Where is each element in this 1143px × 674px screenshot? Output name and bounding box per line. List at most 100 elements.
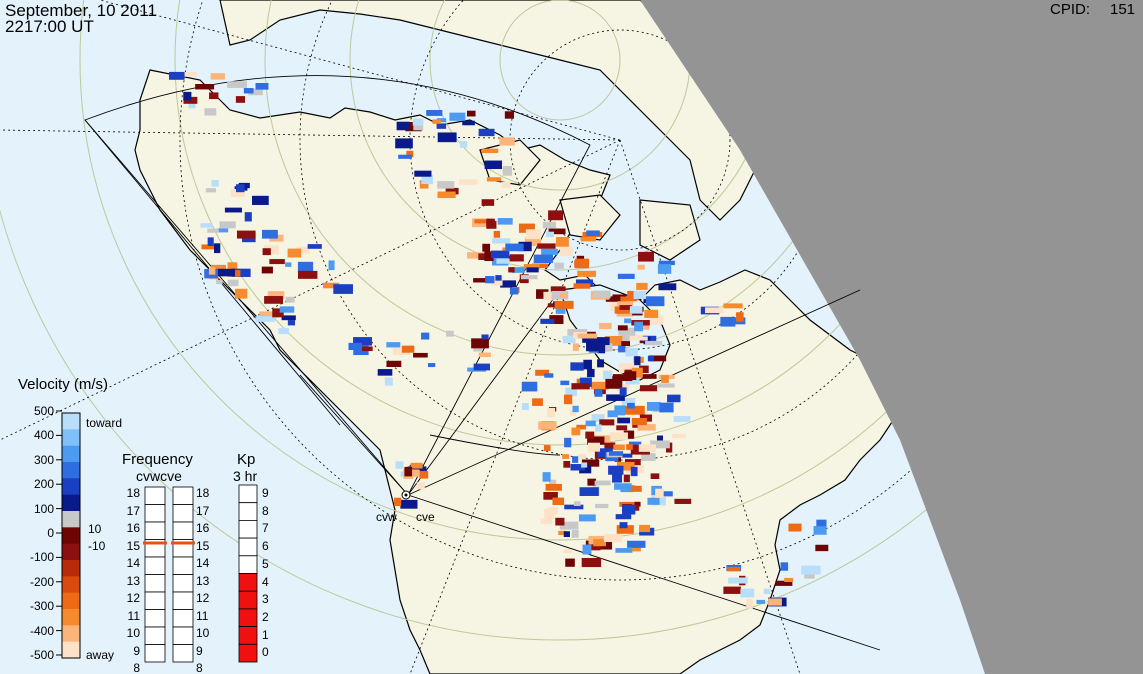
echo-cell — [235, 96, 246, 103]
echo-cell — [581, 459, 600, 467]
echo-cell — [572, 343, 579, 351]
echo-cell — [436, 118, 447, 123]
echo-cell — [705, 307, 724, 314]
echo-cell — [481, 199, 495, 206]
velocity-swatch — [62, 527, 80, 545]
land-masses — [134, 0, 901, 674]
echo-cell — [603, 370, 613, 380]
echo-cell — [272, 308, 284, 318]
velocity-tick: 0 — [47, 526, 54, 540]
echo-cell — [459, 179, 478, 185]
frequency-box — [144, 574, 166, 593]
echo-cell — [497, 218, 513, 225]
velocity-tick: -300 — [29, 599, 54, 614]
echo-cell — [473, 347, 483, 352]
time-label: 2217:00 UT — [5, 17, 94, 36]
echo-cell — [655, 488, 664, 498]
echo-cell — [638, 444, 656, 452]
echo-cell — [728, 577, 748, 584]
echo-cell — [509, 287, 519, 295]
frequency-tick-right: 10 — [196, 626, 210, 640]
echo-cell — [219, 221, 236, 229]
echo-cell — [563, 394, 573, 405]
echo-cell — [508, 267, 515, 273]
frequency-box — [172, 556, 194, 575]
echo-cell — [627, 540, 646, 548]
echo-cell — [633, 290, 647, 299]
echo-cell — [657, 383, 675, 388]
frequency-tick-right: 15 — [196, 538, 210, 553]
echo-cell — [227, 81, 247, 88]
echo-cell — [255, 82, 269, 90]
echo-cell — [493, 230, 501, 238]
echo-cell — [629, 306, 643, 314]
island-2 — [559, 194, 621, 241]
echo-cell — [768, 598, 782, 606]
echo-cell — [484, 251, 494, 262]
echo-cell — [590, 544, 601, 551]
echo-cell — [392, 347, 411, 356]
echo-cell — [780, 562, 789, 571]
echo-cell — [604, 335, 623, 346]
echo-cell — [656, 435, 663, 441]
echo-cell — [353, 345, 369, 356]
echo-cell — [554, 300, 574, 309]
echo-cell — [658, 491, 673, 497]
echo-cell — [518, 241, 532, 252]
echo-cell — [436, 123, 447, 129]
kp-boxes — [238, 484, 258, 663]
echo-cell — [614, 483, 632, 490]
echo-cell — [629, 336, 648, 341]
echo-cell — [210, 73, 225, 80]
echo-cell — [395, 461, 404, 469]
echo-cell — [650, 473, 660, 479]
echo-cell — [362, 346, 373, 352]
echo-cell — [532, 398, 543, 406]
echo-cell — [216, 279, 223, 285]
velocity-swatch — [62, 592, 80, 610]
echo-cell — [543, 291, 553, 301]
kp-legend-title: Kp — [237, 451, 256, 468]
frequency-tick-right: 16 — [196, 521, 210, 535]
echo-cell — [658, 283, 677, 291]
velocity-swatch — [62, 429, 80, 447]
velocity-color-bar — [56, 410, 81, 659]
echo-cell — [816, 519, 827, 527]
echo-cell — [612, 374, 633, 382]
echo-cell — [546, 231, 555, 238]
echo-cell — [269, 259, 285, 265]
echo-cell — [478, 253, 489, 260]
echo-cell — [571, 427, 581, 436]
kp-tick: 3 — [262, 592, 269, 607]
kp-box — [238, 626, 258, 645]
echo-cell — [548, 228, 566, 235]
kp-box — [238, 643, 258, 663]
echo-cell — [636, 282, 648, 290]
echo-cell — [619, 305, 632, 310]
echo-cell — [426, 110, 443, 116]
frequency-tick-left: 15 — [126, 538, 140, 553]
echo-cell — [564, 504, 584, 510]
echo-cell — [625, 348, 638, 357]
echo-cell — [593, 539, 607, 547]
echo-cell — [645, 340, 662, 346]
echo-cell — [533, 254, 553, 264]
velocity-tick: 500 — [33, 404, 54, 418]
echo-cell — [606, 394, 625, 401]
frequency-tick-right: 13 — [196, 573, 210, 588]
echo-cell — [200, 223, 213, 228]
echo-cell — [296, 246, 311, 254]
velocity-swatch — [62, 609, 80, 626]
echo-cell — [485, 276, 495, 284]
echo-cell — [209, 92, 219, 100]
kp-box — [238, 537, 258, 557]
echo-cell — [459, 141, 468, 148]
echo-cell — [634, 356, 641, 366]
echo-cell — [473, 278, 491, 283]
velocity-swatch — [62, 560, 80, 577]
echo-cell — [587, 442, 600, 452]
echo-cell — [784, 577, 794, 583]
echo-cell — [641, 453, 656, 461]
echo-cell — [230, 189, 245, 197]
